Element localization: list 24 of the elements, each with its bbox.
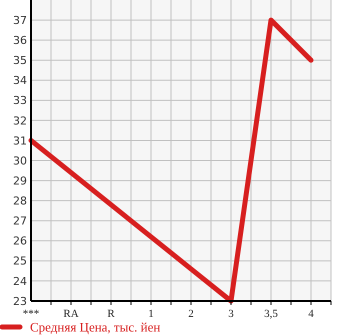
x-tick-label: 3 (228, 308, 234, 320)
x-tick-label: 4 (308, 308, 314, 320)
y-tick-label: 30 (13, 154, 27, 168)
y-tick-label: 29 (13, 174, 27, 188)
y-tick-label: 26 (13, 234, 27, 248)
x-tick-label: 1 (148, 308, 154, 320)
x-tick-label: *** (22, 308, 40, 320)
y-tick-label: 34 (13, 74, 27, 88)
y-tick-label: 23 (13, 294, 27, 308)
x-tick-label: 3,5 (264, 308, 278, 320)
y-tick-label: 32 (13, 114, 27, 128)
x-tick-label: R (107, 308, 116, 320)
x-tick-label: RA (63, 308, 79, 320)
y-tick-label: 31 (13, 134, 27, 148)
y-tick-label: 24 (13, 274, 27, 288)
y-tick-label: 25 (13, 254, 27, 268)
y-tick-label: 33 (13, 94, 27, 108)
legend-label: Средняя Цена, тыс. йен (30, 320, 160, 335)
y-tick-label: 37 (13, 14, 27, 27)
y-tick-label: 27 (13, 214, 27, 228)
y-tick-label: 28 (13, 194, 27, 208)
y-tick-label: 36 (13, 34, 27, 47)
x-tick-label: 2 (188, 308, 194, 320)
y-tick-label: 35 (13, 54, 27, 68)
